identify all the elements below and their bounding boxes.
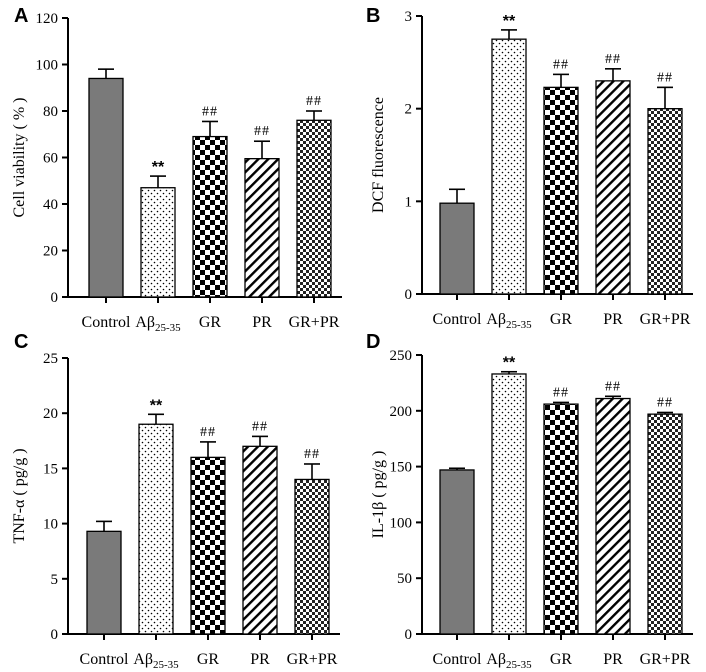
y-tick-label: 150	[390, 460, 413, 476]
significance-stars: **	[150, 397, 163, 414]
y-tick-label: 15	[43, 461, 58, 477]
significance-stars: **	[503, 355, 516, 372]
bar-1	[88, 77, 124, 298]
y-tick-label: 1	[405, 194, 413, 210]
x-tick-label: GR+PR	[287, 651, 338, 668]
bar-4	[244, 158, 280, 298]
y-tick-label: 10	[43, 517, 58, 533]
bar-3	[543, 403, 579, 635]
panel-c: C 0 5 10 15 20 25 TNF-α ( pg/g ) Control Aβ25-35 *…	[11, 331, 340, 671]
x-tick-label: GR	[199, 314, 222, 331]
bar-3	[190, 456, 226, 635]
y-tick-label: 25	[43, 351, 58, 367]
significance-hashes: ##	[304, 447, 320, 462]
y-tick-label: 0	[405, 287, 413, 303]
x-tick-label: GR+PR	[640, 311, 691, 328]
y-tick-label: 100	[36, 58, 59, 74]
y-axis-title: DCF fluorescence	[370, 97, 387, 213]
significance-stars: **	[152, 159, 165, 176]
panel-a: A 0 20 40 60 80 100 120 Cell viability ( % ) Cont…	[11, 5, 342, 334]
y-tick-label: 0	[51, 627, 59, 643]
panel-label: C	[14, 331, 28, 353]
panel-label: D	[366, 331, 380, 353]
significance-hashes: ##	[254, 124, 270, 139]
panel-label: B	[366, 5, 380, 27]
x-tick-label: Control	[433, 311, 482, 328]
bar-5	[296, 119, 332, 298]
bar-5	[647, 108, 683, 295]
y-tick-label: 80	[43, 104, 58, 120]
x-tick-label: PR	[250, 651, 270, 668]
significance-hashes: ##	[553, 57, 569, 72]
bar-2	[491, 373, 527, 635]
x-tick-label: Aβ25-35	[486, 651, 532, 671]
bar-2	[140, 187, 176, 298]
y-axis-title: Cell viability ( % )	[11, 98, 28, 218]
significance-hashes: ##	[252, 419, 268, 434]
bar-4	[595, 397, 631, 635]
y-axis-title: TNF-α ( pg/g )	[11, 448, 28, 543]
y-tick-label: 5	[51, 572, 59, 588]
x-tick-label: Control	[80, 651, 129, 668]
y-axis-title: IL-1β ( pg/g )	[370, 451, 387, 539]
y-tick-label: 0	[405, 627, 413, 643]
y-tick-label: 0	[51, 290, 59, 306]
bar-5	[647, 413, 683, 635]
bar-1	[86, 530, 122, 635]
panel-label: A	[14, 5, 28, 27]
significance-hashes: ##	[657, 395, 673, 410]
panel-b: B 0 1 2 3 DCF fluorescence Control Aβ25-35 ** GR #…	[366, 5, 693, 331]
x-tick-label: PR	[252, 314, 272, 331]
y-tick-label: 3	[405, 9, 413, 25]
bar-4	[242, 445, 278, 635]
y-tick-label: 40	[43, 197, 58, 213]
significance-hashes: ##	[657, 70, 673, 85]
x-tick-label: Control	[82, 314, 131, 331]
y-tick-label: 20	[43, 406, 58, 422]
x-tick-label: Aβ25-35	[486, 311, 532, 331]
y-tick-label: 250	[390, 348, 413, 364]
bar-1	[439, 202, 475, 295]
y-tick-label: 50	[397, 571, 412, 587]
significance-hashes: ##	[200, 425, 216, 440]
y-tick-label: 20	[43, 244, 58, 260]
x-tick-label: PR	[603, 311, 623, 328]
x-tick-label: GR	[550, 651, 573, 668]
bar-3	[192, 135, 228, 298]
y-tick-label: 60	[43, 151, 58, 167]
x-tick-label: GR+PR	[289, 314, 340, 331]
significance-hashes: ##	[306, 94, 322, 109]
bar-1	[439, 469, 475, 635]
y-tick-label: 100	[390, 515, 413, 531]
significance-hashes: ##	[605, 52, 621, 67]
significance-hashes: ##	[202, 104, 218, 119]
x-tick-label: GR+PR	[640, 651, 691, 668]
panel-d: D 0 50 100 150 200 250 IL-1β ( pg/g ) Control Aβ2…	[366, 331, 693, 671]
x-tick-label: GR	[550, 311, 573, 328]
significance-stars: **	[503, 13, 516, 30]
x-tick-label: Control	[433, 651, 482, 668]
x-tick-label: PR	[603, 651, 623, 668]
significance-hashes: ##	[605, 379, 621, 394]
y-tick-label: 2	[405, 102, 413, 118]
bar-3	[543, 86, 579, 295]
y-tick-label: 120	[36, 11, 59, 27]
x-tick-label: Aβ25-35	[135, 314, 181, 334]
bar-5	[294, 478, 330, 635]
significance-hashes: ##	[553, 385, 569, 400]
x-tick-label: GR	[197, 651, 220, 668]
bar-2	[491, 38, 527, 295]
y-tick-label: 200	[390, 404, 413, 420]
bar-2	[138, 423, 174, 635]
bar-4	[595, 80, 631, 295]
x-tick-label: Aβ25-35	[133, 651, 179, 671]
